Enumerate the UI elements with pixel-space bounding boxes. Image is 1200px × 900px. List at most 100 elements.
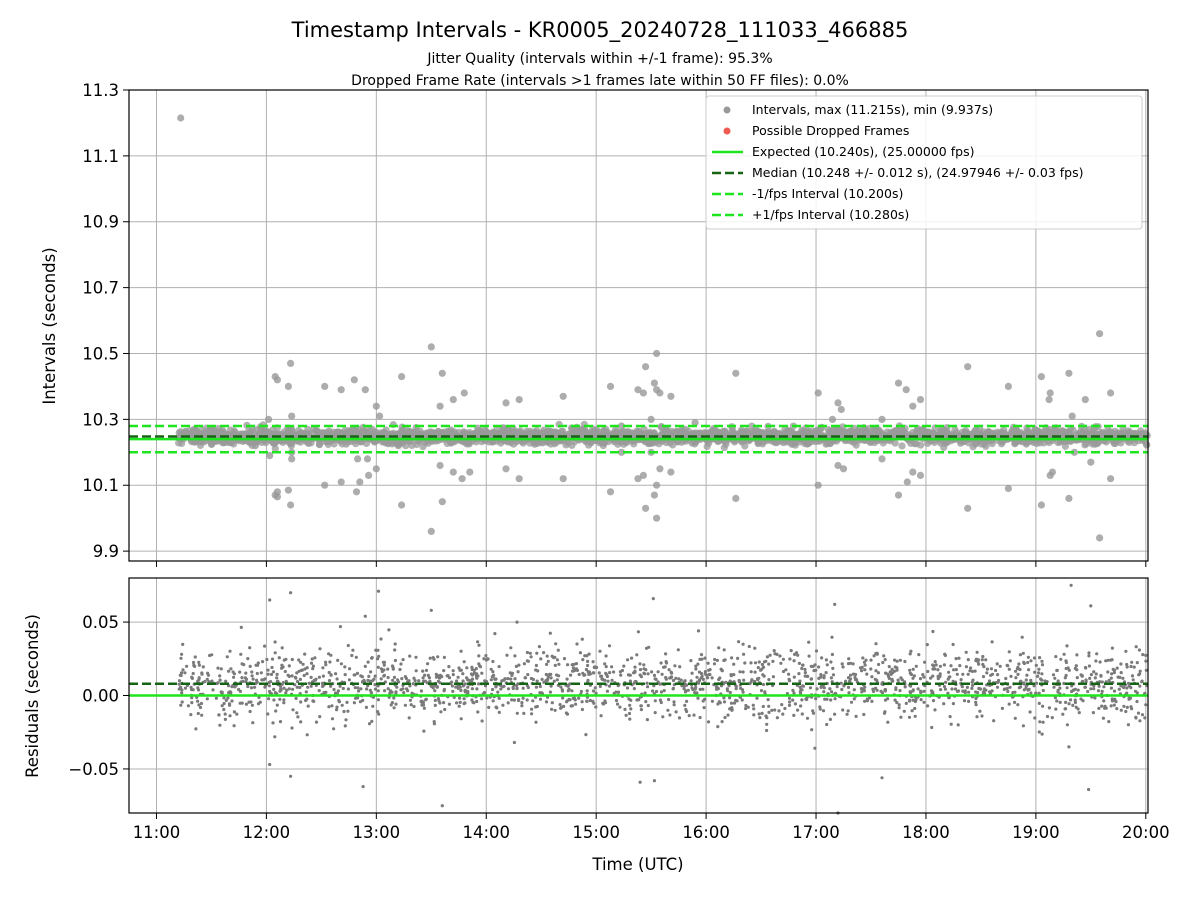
residual-point	[312, 678, 316, 683]
residual-point	[967, 699, 971, 704]
residual-point	[931, 690, 935, 694]
residual-point	[987, 679, 992, 683]
residual-point	[970, 669, 975, 674]
residual-point	[531, 677, 536, 682]
residual-point	[911, 667, 915, 671]
residual-point	[977, 662, 981, 666]
residual-point	[1055, 699, 1059, 703]
residual-point	[989, 667, 994, 671]
residual-point	[515, 683, 519, 688]
residual-point	[1097, 706, 1101, 711]
residual-point	[343, 673, 347, 677]
interval-point	[512, 428, 521, 436]
residual-point	[954, 657, 958, 661]
residual-point	[538, 697, 543, 701]
residual-point	[550, 707, 554, 711]
residual-point	[364, 705, 368, 710]
residual-point	[392, 675, 397, 680]
residual-point	[771, 675, 776, 679]
residual-point	[668, 713, 672, 717]
chart-subtitle-dropped: Dropped Frame Rate (intervals >1 frames …	[351, 73, 849, 89]
interval-outlier-point	[1046, 389, 1054, 397]
residual-point	[196, 711, 200, 716]
residual-point	[1065, 644, 1069, 648]
residual-point	[893, 658, 897, 662]
interval-point	[634, 429, 642, 437]
residual-point	[887, 676, 891, 681]
residual-point	[882, 654, 886, 658]
residual-point	[659, 661, 663, 665]
residual-point	[1074, 664, 1078, 668]
residual-point	[1061, 712, 1065, 716]
residual-point	[643, 672, 647, 676]
residual-point	[451, 689, 455, 694]
interval-outlier-point	[354, 455, 362, 463]
residual-point	[243, 676, 247, 680]
residual-point	[671, 678, 676, 683]
residual-point	[706, 676, 710, 680]
residual-point	[282, 701, 286, 705]
x-tick-label: 14:00	[462, 823, 510, 842]
residual-point	[376, 689, 380, 693]
residual-point	[229, 667, 233, 671]
residual-point	[698, 657, 702, 662]
residual-point	[404, 676, 408, 681]
residual-point	[676, 648, 680, 652]
residual-point	[825, 722, 829, 727]
residual-point	[772, 649, 776, 653]
residual-point	[193, 655, 197, 659]
residual-point	[722, 658, 726, 663]
residual-point	[929, 676, 933, 680]
residual-point	[863, 685, 867, 689]
residual-point	[578, 651, 583, 655]
residual-point	[475, 699, 479, 704]
interval-outlier-point	[639, 471, 648, 479]
residual-point	[281, 681, 285, 685]
residual-point	[854, 714, 858, 719]
residual-point	[461, 672, 465, 676]
residual-point	[803, 667, 807, 672]
residual-point	[1045, 714, 1050, 719]
residual-point	[767, 704, 771, 708]
interval-outlier-point	[460, 389, 468, 397]
residual-point	[294, 696, 298, 701]
residual-point	[560, 688, 564, 692]
residual-point	[942, 684, 947, 689]
residual-point	[729, 673, 733, 677]
x-tick-label: 20:00	[1122, 823, 1170, 842]
residual-point	[1028, 710, 1032, 714]
residual-point	[491, 687, 495, 692]
residual-point	[291, 687, 295, 691]
residual-point	[1064, 700, 1068, 705]
residual-point	[1038, 720, 1042, 724]
interval-point	[994, 436, 1002, 444]
residual-point	[593, 686, 597, 690]
residual-point	[574, 667, 579, 671]
residual-point	[822, 686, 826, 690]
residual-point	[728, 696, 732, 700]
residual-point	[544, 672, 548, 677]
residual-point	[1027, 687, 1031, 692]
residual-point	[377, 654, 381, 658]
interval-point	[688, 439, 696, 447]
residual-point	[307, 681, 311, 685]
residual-point	[1129, 705, 1133, 709]
residual-point	[218, 678, 222, 682]
residual-outlier-point	[515, 620, 519, 624]
interval-outlier-point	[1068, 412, 1076, 420]
residual-point	[229, 690, 233, 694]
residual-point	[886, 720, 890, 724]
residual-point	[805, 716, 810, 720]
interval-outlier-point	[839, 465, 848, 473]
residual-point	[659, 690, 664, 694]
residual-point	[1018, 667, 1022, 672]
residual-point	[1038, 656, 1042, 660]
residual-point	[373, 687, 378, 691]
residual-outlier-point	[363, 614, 367, 618]
residual-point	[962, 699, 967, 703]
residual-point	[1097, 684, 1101, 688]
residual-point	[1014, 676, 1018, 680]
residual-point	[272, 698, 276, 702]
residual-point	[512, 740, 517, 745]
residual-point	[787, 672, 791, 676]
